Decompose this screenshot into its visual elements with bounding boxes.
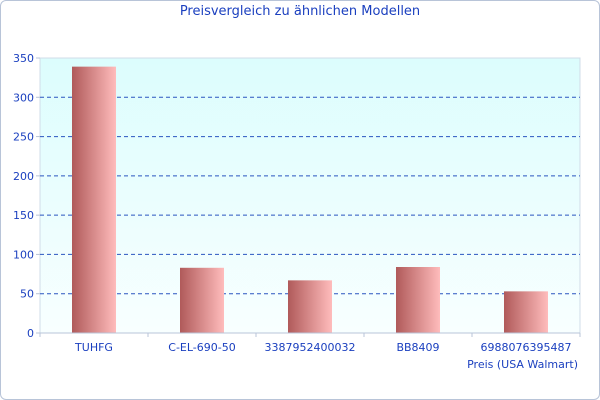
x-tick-label: C-EL-690-50 [168, 341, 235, 354]
y-tick-label: 300 [13, 91, 34, 104]
y-tick-label: 100 [13, 248, 34, 261]
bar [396, 267, 440, 333]
y-tick-label: 200 [13, 170, 34, 183]
bar [288, 280, 332, 333]
y-tick-label: 150 [13, 209, 34, 222]
y-tick-label: 0 [27, 327, 34, 340]
y-tick-label: 250 [13, 131, 34, 144]
bar [72, 66, 116, 334]
bar [180, 267, 224, 333]
x-tick-label: 3387952400032 [265, 341, 356, 354]
y-tick-label: 350 [13, 52, 34, 65]
chart-title: Preisvergleich zu ähnlichen Modellen [179, 4, 421, 19]
x-axis-label: Preis (USA Walmart) [467, 358, 578, 371]
x-tick-label: TUHFG [74, 341, 113, 354]
x-tick-label: 6988076395487 [481, 341, 572, 354]
x-tick-label: BB8409 [396, 341, 439, 354]
bar [504, 291, 548, 333]
y-tick-label: 50 [20, 288, 34, 301]
